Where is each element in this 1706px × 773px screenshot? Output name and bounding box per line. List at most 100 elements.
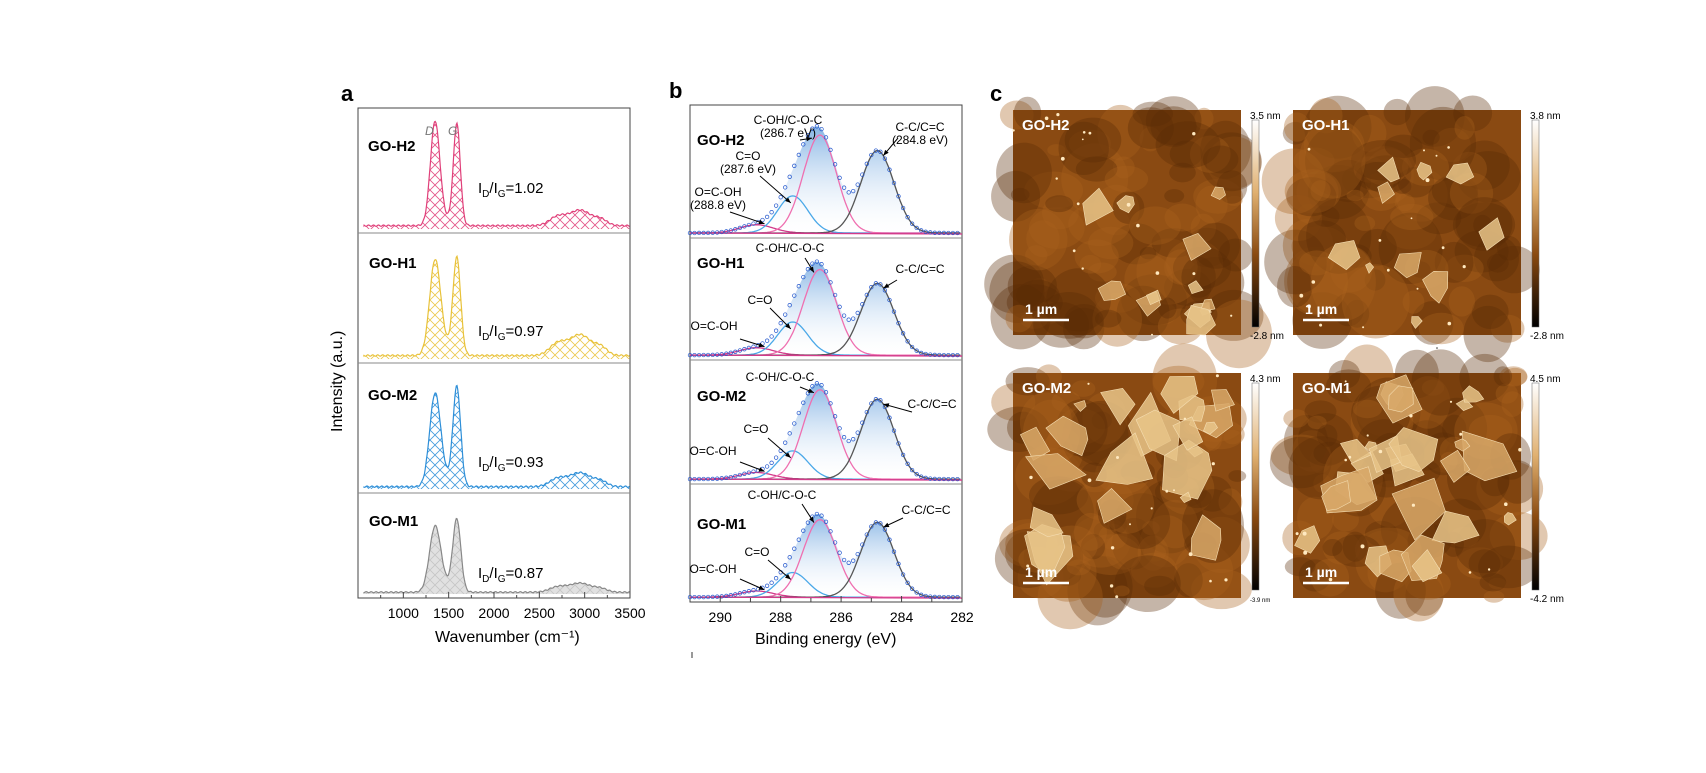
afm-speck [1295,532,1299,536]
afm-flake [1393,252,1422,279]
afm-texture-blob [1009,208,1068,271]
xps-data-point [751,221,756,226]
afm-texture-blob [1189,135,1231,173]
afm-texture-blob [1098,523,1128,550]
afm-texture-blob [1305,126,1366,196]
xps-data-point [919,228,924,233]
afm-speck [1076,202,1080,206]
afm-image-background [1293,110,1521,335]
afm-flake [1203,421,1218,435]
afm-texture-blob [1061,143,1129,215]
raman-x-axis-label: Wavenumber (cm⁻¹) [435,629,580,646]
xps-data-point [923,475,928,481]
xps-data-point [796,284,801,289]
afm-texture-blob [1081,533,1105,560]
afm-texture-blob [1282,121,1308,145]
raman-ratio-part: /I [489,180,497,197]
afm-texture-blob [1191,568,1252,610]
xps-data-point [687,594,693,600]
xps-x-tick-label-284: 284 [890,609,914,625]
afm-speck [1344,458,1347,462]
xps-data-point [733,349,738,354]
afm-texture-blob [1312,205,1340,227]
xps-data-point [792,421,797,426]
afm-speck [1155,271,1160,275]
afm-texture-blob [1364,520,1398,547]
xps-data-point [946,352,951,358]
afm-texture-blob [1341,264,1410,339]
xps-data-point [937,352,942,358]
xps-label-co-go-m2-arrowhead [785,452,791,458]
raman-ratio-part: /I [489,565,497,582]
afm-texture-blob [1068,129,1112,158]
xps-data-point [837,175,842,180]
afm-speck [1151,333,1153,336]
afm-texture-blob [1200,132,1262,192]
afm-speck [1044,116,1049,121]
panel-label-c: c [990,81,1002,106]
xps-data-point [715,594,720,599]
xps-label-cc-go-m1-arrowhead [883,522,890,528]
afm-speck [1012,129,1015,132]
afm-texture-blob [1463,305,1513,363]
afm-speck [1136,223,1140,228]
xps-data-point [751,469,756,474]
afm-flake [1210,186,1226,200]
afm-speck [1029,475,1033,480]
afm-speck [1183,417,1187,420]
afm-speck [1072,249,1076,253]
xps-data-point [873,520,879,525]
afm-speck [1425,178,1430,183]
afm-texture-blob [1139,126,1162,152]
afm-texture-blob [1047,144,1066,156]
afm-speck [1230,314,1233,317]
xps-data-point [737,348,743,353]
xps-baseline-go-m2 [689,478,963,481]
xps-data-point [742,224,747,229]
xps-data-point [769,460,774,465]
afm-texture-blob [1322,531,1361,565]
xps-data-point [746,345,752,351]
xps-label-co-go-h2-arrowhead [785,197,791,203]
xps-series-name-go-m2: GO-M2 [697,388,746,405]
afm-flake [1377,156,1400,183]
afm-speck [1411,503,1415,507]
xps-label-cooh-go-h2-energy: (288.8 eV) [690,198,746,212]
xps-label-coh-go-m1-arrowhead [809,516,814,523]
afm-texture-blob [1029,476,1088,515]
raman-series-name-go-h1: GO-H1 [369,255,417,272]
xps-data-point [742,471,747,476]
afm-texture-blob [1353,156,1386,183]
afm-color-scale-max: 4.3 nm [1250,374,1281,385]
afm-sample-label-go-h1: GO-H1 [1302,117,1350,134]
xps-label-cc-go-m2-arrowhead [883,403,890,408]
xps-data-point [932,594,937,600]
afm-speck [1056,113,1060,117]
afm-texture-blob [1502,367,1528,386]
afm-texture-blob [1299,250,1335,276]
afm-texture-blob [1164,189,1185,203]
raman-ratio-part: =0.87 [506,565,544,582]
afm-sample-label-go-m1: GO-M1 [1302,380,1351,397]
xps-data-point [696,352,702,358]
afm-texture-blob [1025,245,1048,266]
xps-data-point [742,590,747,595]
afm-texture-blob [1139,246,1157,260]
afm-flake [1462,385,1485,403]
xps-label-cc-go-h2-arrowhead [883,149,889,156]
afm-flake [1029,506,1064,538]
afm-texture-blob [1127,107,1174,149]
xps-data-point [846,560,851,565]
raman-hatch-go-m1 [363,518,630,594]
afm-texture-blob [1074,512,1107,551]
xps-data-point [760,217,765,223]
xps-data-point [701,352,706,358]
xps-data-point [905,339,910,344]
afm-texture-blob [1132,101,1174,127]
afm-texture-blob [1471,294,1509,329]
afm-speck [1441,246,1445,250]
afm-color-scale [1531,119,1540,328]
xps-envelope-fill-go-m2 [690,383,962,480]
raman-line-go-h2 [363,120,630,227]
xps-data-point [687,352,693,358]
